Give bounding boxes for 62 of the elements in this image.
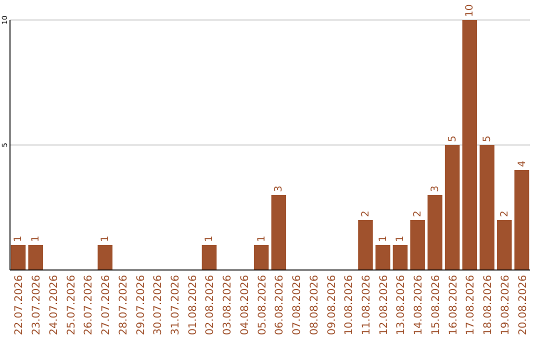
bar bbox=[271, 195, 286, 270]
bar bbox=[480, 145, 494, 270]
bar bbox=[428, 195, 442, 270]
bar bbox=[410, 220, 425, 270]
x-tick-label: 18.08.2026 bbox=[482, 274, 494, 336]
data-label: 2 bbox=[499, 210, 510, 217]
data-label: 1 bbox=[204, 236, 216, 242]
x-tick-label: 23.07.2026 bbox=[30, 274, 43, 336]
x-tick-label: 24.07.2026 bbox=[48, 274, 60, 336]
data-label: 2 bbox=[360, 210, 372, 217]
bar bbox=[98, 245, 112, 270]
data-label: 1 bbox=[30, 236, 42, 242]
x-tick-label: 15.08.2026 bbox=[430, 274, 442, 336]
data-label: 1 bbox=[256, 236, 268, 242]
x-tick-label: 27.07.2026 bbox=[100, 274, 112, 336]
data-label: 5 bbox=[447, 136, 458, 142]
data-label: 2 bbox=[412, 210, 424, 217]
x-tick-label: 20.08.2026 bbox=[516, 274, 529, 336]
x-tick-label: 02.08.2026 bbox=[204, 274, 216, 336]
bar bbox=[444, 145, 460, 270]
bar bbox=[358, 220, 373, 270]
bar bbox=[514, 170, 530, 270]
x-tick-label: 08.08.2026 bbox=[308, 274, 320, 336]
x-tick-label: 06.08.2026 bbox=[274, 274, 286, 336]
data-label: 1 bbox=[13, 236, 24, 242]
x-tick-label: 05.08.2026 bbox=[256, 274, 268, 336]
x-tick-label: 09.08.2026 bbox=[326, 274, 338, 336]
x-tick-label: 10.08.2026 bbox=[343, 274, 356, 336]
x-tick-label: 29.07.2026 bbox=[134, 274, 147, 336]
x-tick-label: 07.08.2026 bbox=[291, 274, 304, 336]
x-tick-label: 14.08.2026 bbox=[412, 274, 425, 336]
bar bbox=[497, 220, 512, 270]
x-tick-label: 31.07.2026 bbox=[170, 274, 182, 336]
x-tick-label: 19.08.2026 bbox=[499, 274, 512, 336]
bar bbox=[392, 245, 408, 270]
x-tick-label: 11.08.2026 bbox=[360, 274, 372, 336]
data-label: 5 bbox=[482, 136, 494, 142]
bar bbox=[375, 245, 390, 270]
x-tick-label: 13.08.2026 bbox=[395, 274, 408, 336]
x-tick-label: 28.07.2026 bbox=[117, 274, 130, 336]
data-label: 1 bbox=[395, 236, 406, 242]
data-label: 3 bbox=[274, 186, 285, 192]
data-label: 4 bbox=[516, 160, 528, 167]
bar bbox=[462, 20, 478, 270]
data-label: 1 bbox=[100, 236, 112, 242]
data-label: 1 bbox=[378, 236, 389, 242]
bar bbox=[202, 245, 217, 270]
x-tick-label: 12.08.2026 bbox=[378, 274, 390, 336]
data-label: 10 bbox=[464, 4, 476, 17]
bar bbox=[254, 245, 269, 270]
x-tick-label: 01.08.2026 bbox=[186, 274, 199, 336]
x-tick-label: 26.07.2026 bbox=[82, 274, 95, 336]
x-tick-label: 22.07.2026 bbox=[13, 274, 26, 336]
x-tick-label: 30.07.2026 bbox=[152, 274, 164, 336]
x-tick-label: 25.07.2026 bbox=[65, 274, 78, 336]
x-tick-label: 16.08.2026 bbox=[447, 274, 460, 336]
x-tick-label: 04.08.2026 bbox=[238, 274, 251, 336]
bar bbox=[10, 245, 26, 270]
data-label: 3 bbox=[430, 186, 441, 192]
bar bbox=[28, 245, 43, 270]
x-tick-label: 17.08.2026 bbox=[464, 274, 477, 336]
x-tick-label: 03.08.2026 bbox=[222, 274, 234, 336]
